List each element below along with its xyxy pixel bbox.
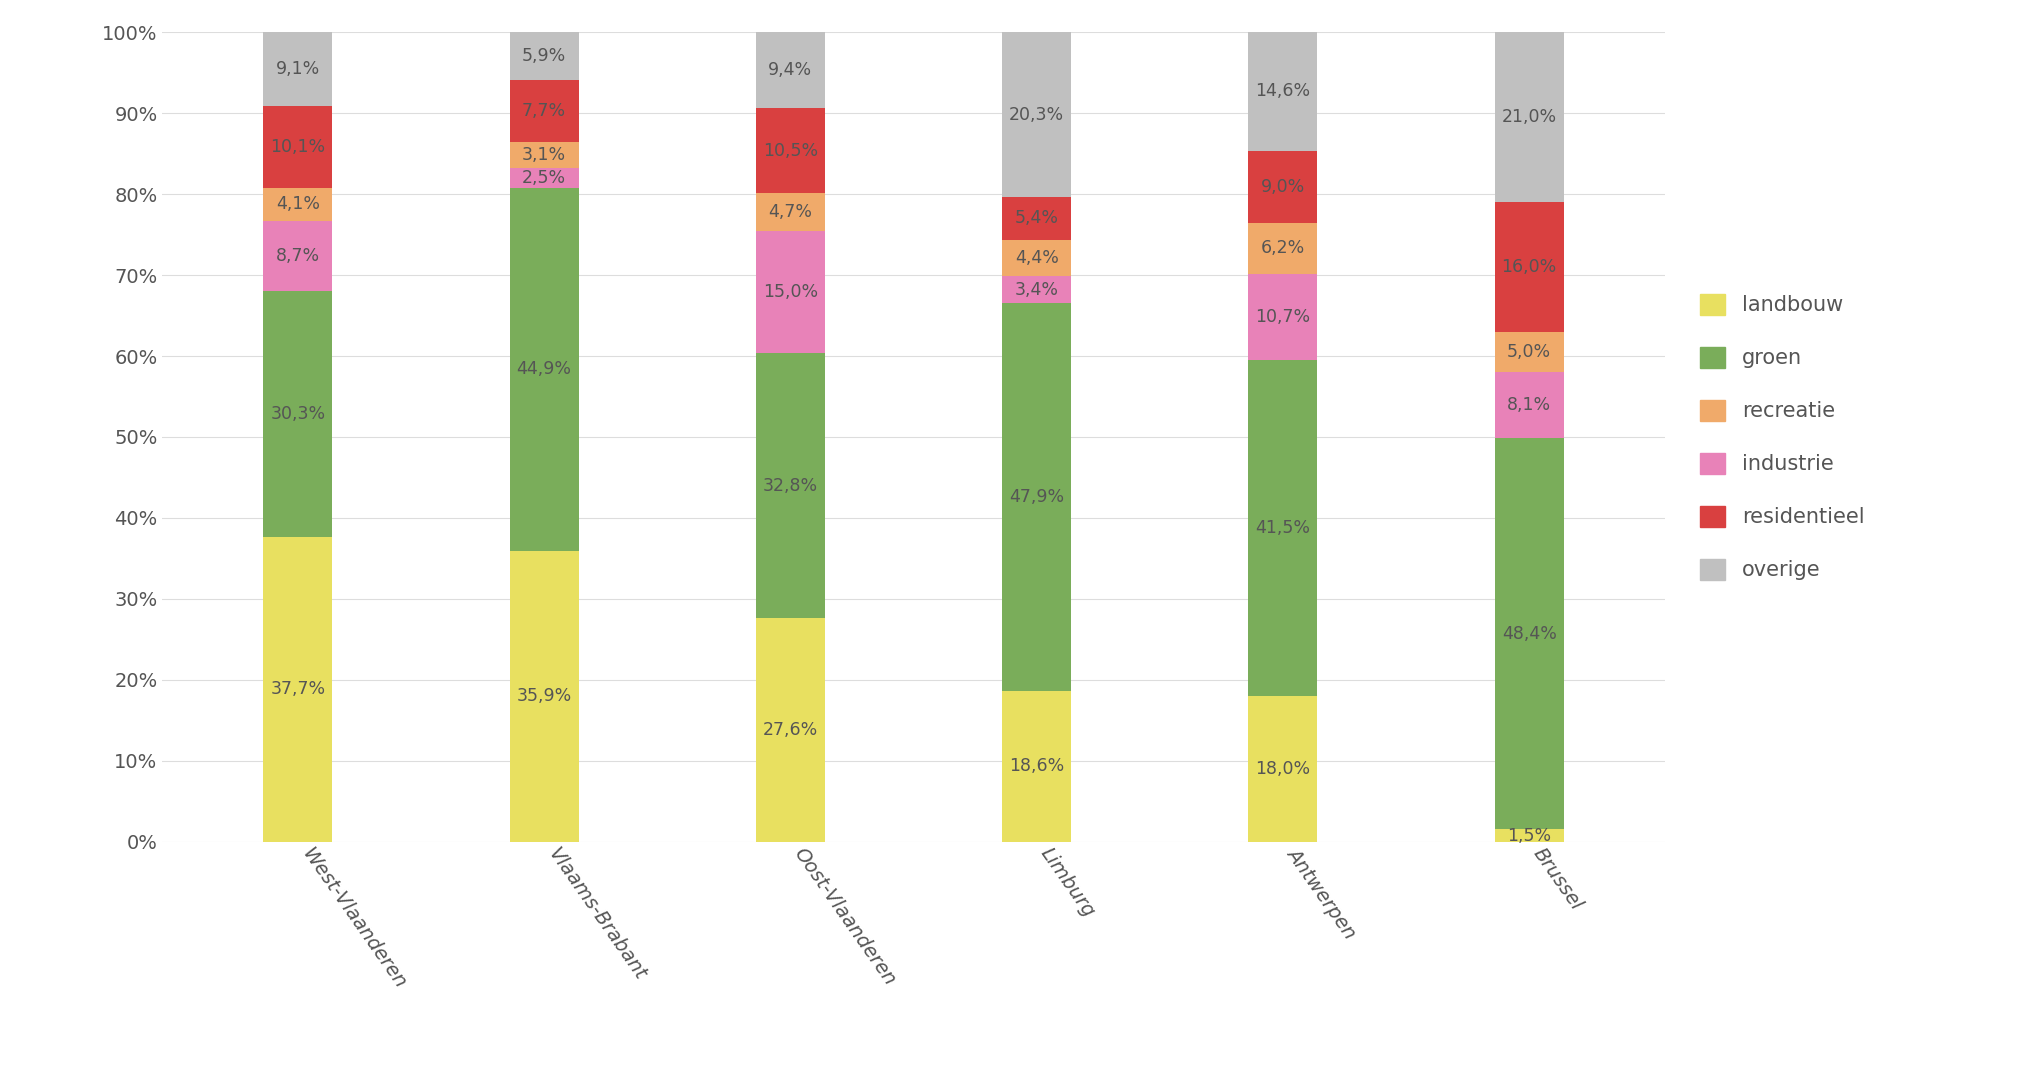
Text: 4,1%: 4,1% — [276, 195, 321, 214]
Text: 8,1%: 8,1% — [1506, 396, 1551, 414]
Bar — [755, 232, 824, 353]
Bar — [264, 106, 333, 188]
Bar — [1494, 438, 1563, 830]
Text: 27,6%: 27,6% — [763, 721, 818, 739]
Text: 16,0%: 16,0% — [1502, 258, 1557, 276]
Text: 35,9%: 35,9% — [516, 687, 572, 706]
Bar — [755, 193, 824, 232]
Bar — [1003, 692, 1072, 842]
Text: 5,4%: 5,4% — [1015, 209, 1058, 228]
Bar — [1494, 830, 1563, 842]
Text: 4,7%: 4,7% — [769, 204, 812, 221]
Text: 7,7%: 7,7% — [522, 103, 566, 120]
Text: 1,5%: 1,5% — [1506, 827, 1551, 845]
Bar — [510, 167, 579, 188]
Bar — [1248, 150, 1317, 223]
Text: 5,0%: 5,0% — [1506, 343, 1551, 361]
Bar — [1494, 203, 1563, 332]
Text: 10,5%: 10,5% — [763, 142, 818, 160]
Text: 20,3%: 20,3% — [1009, 106, 1064, 123]
Bar — [1003, 303, 1072, 692]
Text: 14,6%: 14,6% — [1255, 82, 1311, 100]
Bar — [264, 221, 333, 291]
Text: 10,7%: 10,7% — [1255, 308, 1311, 326]
Text: 15,0%: 15,0% — [763, 283, 818, 301]
Text: 2,5%: 2,5% — [522, 168, 566, 187]
Bar — [1248, 32, 1317, 150]
Bar — [1003, 196, 1072, 241]
Text: 6,2%: 6,2% — [1261, 240, 1305, 258]
Bar — [1248, 274, 1317, 360]
Bar — [510, 551, 579, 842]
Bar — [755, 353, 824, 618]
Bar — [510, 80, 579, 142]
Text: 3,1%: 3,1% — [522, 146, 566, 164]
Bar — [510, 142, 579, 167]
Bar — [1494, 372, 1563, 438]
Bar — [1003, 276, 1072, 303]
Text: 48,4%: 48,4% — [1502, 625, 1557, 643]
Text: 4,4%: 4,4% — [1015, 249, 1058, 268]
Text: 10,1%: 10,1% — [270, 138, 325, 155]
Text: 9,0%: 9,0% — [1261, 178, 1305, 196]
Bar — [755, 108, 824, 193]
Bar — [1494, 32, 1563, 203]
Bar — [1494, 332, 1563, 372]
Bar — [1248, 223, 1317, 274]
Bar — [264, 32, 333, 106]
Bar — [264, 188, 333, 221]
Text: 41,5%: 41,5% — [1255, 519, 1311, 537]
Bar — [1248, 696, 1317, 842]
Text: 21,0%: 21,0% — [1502, 108, 1557, 126]
Text: 47,9%: 47,9% — [1009, 489, 1064, 506]
Text: 9,4%: 9,4% — [767, 62, 812, 80]
Text: 5,9%: 5,9% — [522, 47, 566, 65]
Text: 44,9%: 44,9% — [516, 360, 572, 379]
Text: 37,7%: 37,7% — [270, 680, 325, 698]
Bar — [510, 32, 579, 80]
Legend: landbouw, groen, recreatie, industrie, residentieel, overige: landbouw, groen, recreatie, industrie, r… — [1691, 284, 1876, 590]
Text: 18,0%: 18,0% — [1255, 760, 1311, 778]
Text: 30,3%: 30,3% — [270, 405, 325, 423]
Bar — [264, 536, 333, 842]
Bar — [1003, 241, 1072, 276]
Text: 3,4%: 3,4% — [1015, 281, 1058, 299]
Text: 9,1%: 9,1% — [276, 60, 321, 78]
Bar — [264, 291, 333, 536]
Bar — [510, 188, 579, 551]
Text: 18,6%: 18,6% — [1009, 757, 1064, 776]
Text: 32,8%: 32,8% — [763, 477, 818, 494]
Bar — [755, 32, 824, 108]
Bar — [755, 618, 824, 842]
Bar — [1003, 32, 1072, 196]
Text: 8,7%: 8,7% — [276, 247, 321, 265]
Bar — [1248, 360, 1317, 696]
